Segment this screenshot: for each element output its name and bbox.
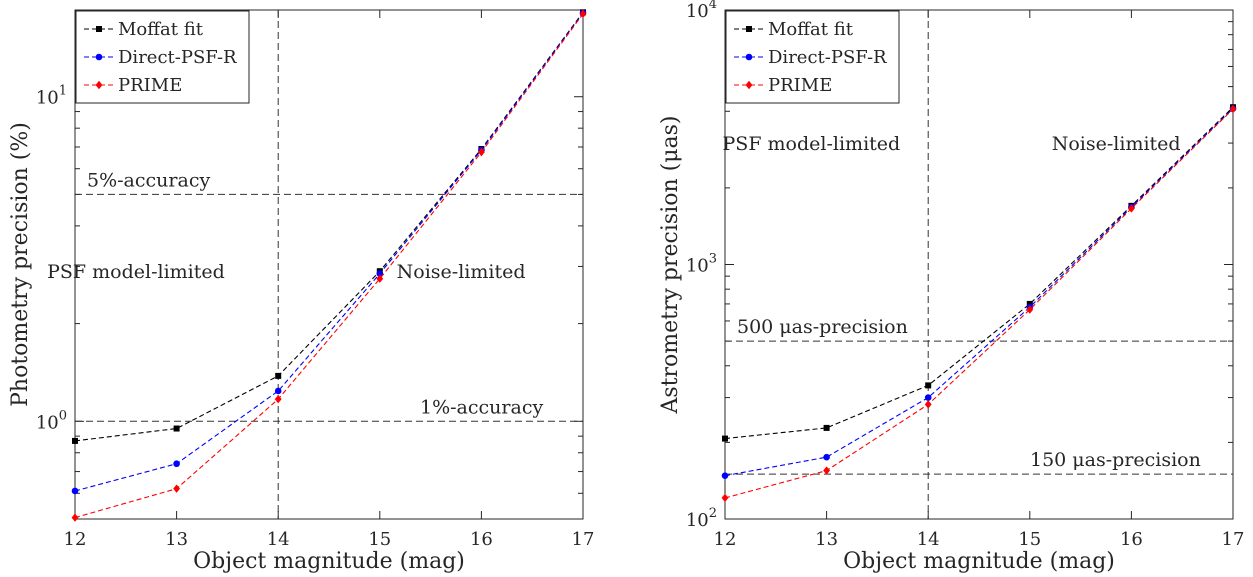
legend-item: Moffat fit	[84, 19, 204, 40]
legend-item: PRIME	[734, 75, 832, 96]
chart-1: 12 13 14 15 16 171001015%-accuracy1%-accuracy…	[8, 9, 594, 574]
data-point	[745, 53, 753, 61]
data-point	[722, 435, 728, 442]
data-point	[746, 26, 752, 32]
reference-label: 500 μas-precision	[737, 316, 908, 338]
x-axis-title: Object magnitude (mag)	[843, 549, 1115, 574]
y-tick-base: 10	[686, 256, 709, 277]
legend-item: Direct-PSF-R	[84, 47, 237, 68]
data-point	[721, 493, 729, 503]
legend-item: Moffat fit	[734, 19, 854, 40]
data-point	[924, 394, 932, 401]
data-point	[72, 437, 78, 444]
region-label: Noise-limited	[397, 261, 526, 283]
data-point	[823, 453, 830, 461]
y-tick-label: 103	[686, 252, 717, 277]
reference-label: 5%-accuracy	[87, 169, 210, 191]
series-line	[724, 108, 1234, 477]
x-tick-label: 12	[64, 529, 87, 550]
data-point	[274, 394, 282, 404]
data-point	[579, 9, 587, 19]
y-tick-base: 10	[686, 1, 709, 22]
y-tick-base: 10	[686, 510, 709, 531]
data-point	[745, 80, 753, 90]
legend-label: Moffat fit	[768, 19, 854, 40]
data-point	[275, 372, 282, 379]
legend-label: PRIME	[118, 75, 182, 96]
data-point	[71, 513, 79, 522]
data-point	[274, 387, 282, 395]
y-tick-exponent: 0	[59, 408, 67, 423]
x-tick-label: 17	[1222, 529, 1245, 550]
data-point	[95, 53, 103, 61]
data-point	[95, 80, 103, 90]
series-direct-psf-r	[721, 105, 1237, 479]
legend-item: PRIME	[84, 75, 182, 96]
reference-label: 150 μas-precision	[1030, 449, 1201, 471]
series-prime	[721, 104, 1237, 503]
data-point	[924, 400, 932, 409]
legend-item: Direct-PSF-R	[734, 47, 887, 68]
data-point	[1026, 305, 1034, 314]
y-tick-exponent: 4	[709, 0, 717, 12]
y-tick-label: 104	[686, 0, 717, 22]
data-point	[173, 484, 180, 493]
x-tick-label: 12	[714, 529, 737, 550]
data-point	[721, 472, 729, 479]
x-tick-label: 13	[815, 529, 838, 550]
x-tick-label: 16	[1120, 529, 1143, 550]
data-point	[173, 425, 180, 432]
y-axis-title: Astrometry precision (μas)	[658, 115, 683, 414]
data-point	[823, 466, 830, 475]
legend-label: Direct-PSF-R	[118, 47, 237, 68]
legend-label: PRIME	[768, 75, 832, 96]
y-tick-exponent: 1	[59, 84, 67, 99]
y-tick-base: 10	[36, 412, 59, 433]
x-tick-label: 14	[267, 529, 290, 550]
series-line	[74, 13, 584, 519]
data-point	[1128, 204, 1135, 213]
x-tick-label: 15	[1018, 529, 1041, 550]
x-tick-label: 13	[165, 529, 188, 550]
series-line	[724, 108, 1234, 499]
x-axis-title: Object magnitude (mag)	[193, 549, 465, 574]
x-tick-label: 15	[368, 529, 391, 550]
reference-label: 1%-accuracy	[420, 396, 543, 418]
series-line	[724, 106, 1234, 440]
series-prime	[71, 9, 587, 522]
data-point	[376, 270, 384, 277]
minor-ticks	[75, 96, 583, 520]
region-label: PSF model-limited	[723, 133, 901, 155]
region-label: Noise-limited	[1052, 133, 1181, 155]
legend: Moffat fit Direct-PSF-R PRIME	[75, 10, 250, 104]
series-line	[74, 11, 584, 442]
legend-label: Direct-PSF-R	[768, 47, 887, 68]
data-point	[376, 274, 384, 283]
x-tick-label: 16	[470, 529, 493, 550]
y-axis-title: Photometry precision (%)	[8, 122, 33, 407]
data-point	[823, 424, 830, 431]
y-tick-exponent: 3	[709, 252, 717, 267]
data-point	[71, 487, 79, 495]
x-tick-label: 14	[917, 529, 940, 550]
region-label: PSF model-limited	[47, 261, 225, 283]
y-tick-label: 102	[686, 506, 717, 531]
series-line	[74, 12, 584, 492]
legend: Moffat fit Direct-PSF-R PRIME	[725, 10, 900, 104]
data-point	[925, 382, 932, 389]
y-tick-base: 10	[36, 88, 59, 109]
plot-frame	[74, 9, 584, 520]
data-point	[478, 147, 485, 157]
y-tick-label: 100	[36, 408, 67, 433]
data-point	[96, 26, 102, 32]
legend-label: Moffat fit	[118, 19, 204, 40]
data-point	[1229, 104, 1237, 114]
y-tick-label: 101	[36, 84, 67, 109]
y-tick-exponent: 2	[709, 506, 717, 521]
data-point	[173, 460, 180, 468]
x-tick-label: 17	[572, 529, 595, 550]
